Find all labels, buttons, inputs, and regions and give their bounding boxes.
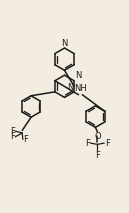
- Text: F: F: [105, 139, 110, 148]
- Text: O: O: [94, 132, 101, 141]
- Text: N: N: [75, 72, 81, 81]
- Text: F: F: [10, 127, 15, 136]
- Text: F: F: [85, 139, 90, 148]
- Text: NH: NH: [74, 85, 87, 94]
- Text: N: N: [67, 83, 74, 92]
- Text: F: F: [23, 135, 28, 144]
- Text: N: N: [61, 39, 68, 48]
- Text: F: F: [95, 151, 100, 160]
- Text: F: F: [10, 132, 15, 141]
